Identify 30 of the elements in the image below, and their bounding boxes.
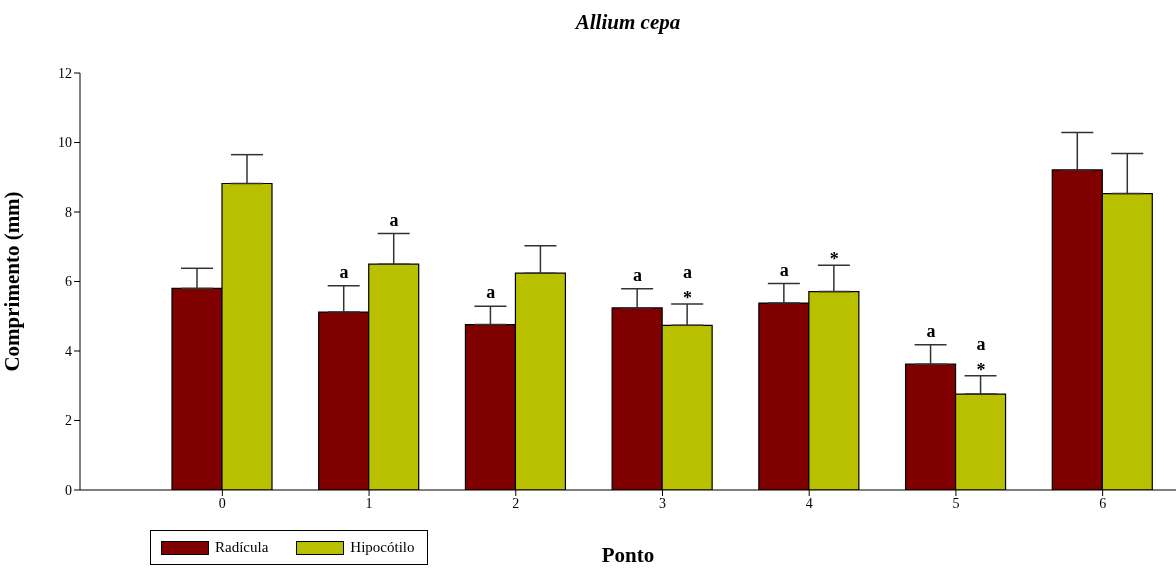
y-tick-label: 4 [65,343,72,359]
annotation: * [683,288,692,309]
x-tick-label: 6 [1099,495,1107,511]
x-tick-label: 1 [365,495,373,511]
annotation: * [829,249,839,270]
x-axis-title: Ponto [601,543,655,567]
annotation: a [683,262,692,283]
annotation: a [779,259,789,280]
annotation: a [486,282,496,303]
x-tick-label: 0 [218,495,226,511]
annotation: a [926,320,936,341]
annotation: a [976,333,986,354]
legend-label: Radícula [215,539,269,556]
y-tick-label: 8 [65,204,72,220]
x-tick-label: 3 [659,495,666,511]
x-tick-label: 5 [952,495,960,511]
x-tick-label: 4 [805,495,813,511]
annotation: a [633,264,642,285]
y-tick-label: 0 [65,482,72,498]
y-axis-title: Comprimento (mm) [0,191,25,372]
annotation: a [339,261,349,282]
annotation: * [976,359,986,380]
y-tick-label: 2 [65,413,72,429]
legend-label: Hipocótilo [350,539,415,556]
annotation: a [389,209,399,230]
chart-title: Allium cepa [573,10,682,35]
y-tick-label: 12 [58,65,72,81]
y-tick-label: 10 [58,135,72,151]
y-tick-label: 6 [65,274,72,290]
x-tick-label: 2 [512,495,520,511]
